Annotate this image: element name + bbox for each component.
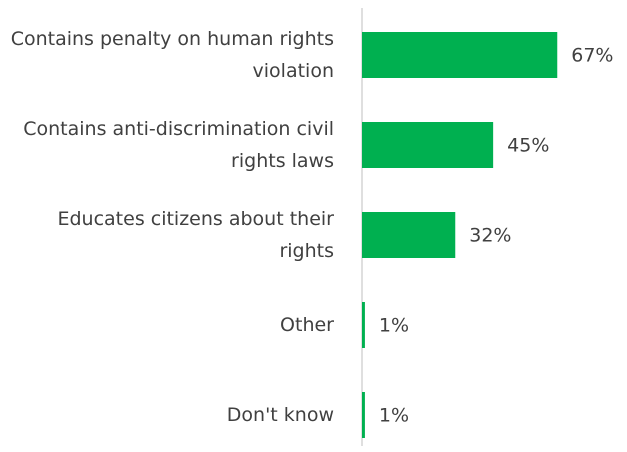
category-label: Other (280, 314, 334, 336)
value-label: 45% (507, 135, 549, 157)
value-label: 1% (379, 315, 409, 337)
value-label: 32% (469, 225, 511, 247)
category-label: Educates citizens about their rights (57, 208, 334, 262)
bar (362, 392, 365, 438)
bar (362, 212, 456, 258)
category-label: Don't know (226, 404, 334, 426)
bar (362, 32, 558, 78)
value-label: 67% (571, 45, 613, 67)
category-label: Contains anti-discrimination civil right… (23, 118, 334, 172)
value-label: 1% (379, 405, 409, 427)
bar (362, 302, 365, 348)
category-label: Contains penalty on human rights violati… (10, 28, 334, 82)
bar (362, 122, 494, 168)
